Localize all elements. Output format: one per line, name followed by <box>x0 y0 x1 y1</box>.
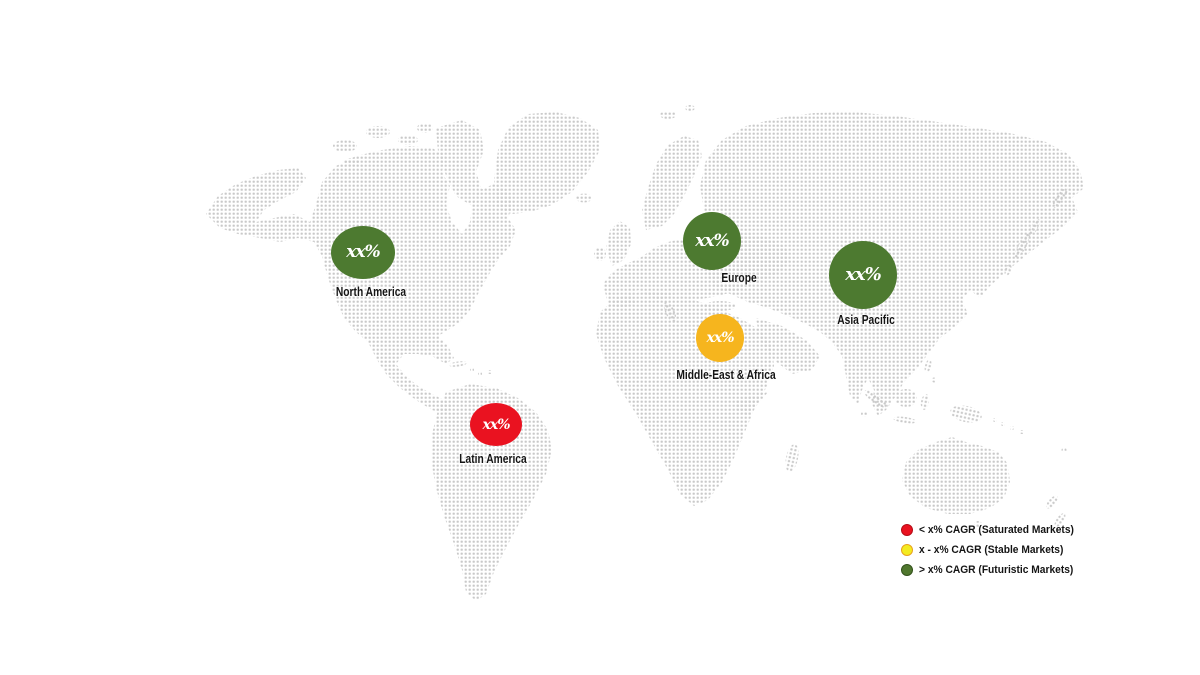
island-sri-lanka <box>861 411 867 417</box>
landmass-australia <box>902 437 1010 514</box>
island-madagascar <box>785 444 799 472</box>
island-japan-2 <box>1028 219 1040 237</box>
region-value-latin-america: xx% <box>482 416 511 433</box>
island-new-caledonia <box>1061 447 1067 453</box>
island-greenland-group <box>494 112 600 214</box>
island-japan-1 <box>1014 233 1030 259</box>
region-bubble-europe: xx% <box>683 212 741 270</box>
region-label-asia-pacific: Asia Pacific <box>837 313 895 327</box>
island-arctic-2 <box>366 126 390 138</box>
region-label-europe: Europe <box>721 271 757 285</box>
island-new-guinea <box>950 405 982 423</box>
island-solomon-1 <box>993 418 997 422</box>
continent-north-america <box>206 120 516 414</box>
region-bubble-latin-america: xx% <box>470 403 522 446</box>
island-solomon-2 <box>1001 422 1005 426</box>
island-caribbean-1 <box>470 368 474 372</box>
legend-item-stable: x - x% CAGR (Stable Markets) <box>901 544 1086 556</box>
region-bubble-asia-pacific: xx% <box>829 241 897 309</box>
region-value-europe: xx% <box>695 230 729 251</box>
legend-label-futuristic: > x% CAGR (Futuristic Markets) <box>919 564 1074 576</box>
region-label-latin-america: Latin America <box>459 452 527 466</box>
landmass-scandinavia <box>642 136 702 230</box>
continent-australia <box>902 437 1067 527</box>
island-arctic-4 <box>344 158 360 166</box>
island-sulawesi <box>920 394 930 410</box>
island-cuba <box>449 361 467 367</box>
region-label-north-america: North America <box>335 285 407 299</box>
island-greenland <box>494 112 600 214</box>
legend-dot-stable-icon <box>901 544 913 556</box>
legend-dot-futuristic-icon <box>901 564 913 576</box>
island-sumatra <box>864 390 888 408</box>
island-iceland <box>576 193 592 203</box>
landmass-north-america <box>206 146 516 414</box>
island-japan-3 <box>1004 264 1012 276</box>
island-solomon-4 <box>1020 430 1024 434</box>
legend-label-stable: x - x% CAGR (Stable Markets) <box>919 544 1064 556</box>
island-java <box>893 416 917 424</box>
legend-label-saturated: < x% CAGR (Saturated Markets) <box>919 524 1074 536</box>
island-new-zealand-north <box>1046 495 1058 509</box>
island-tasmania <box>974 521 982 527</box>
island-borneo <box>895 389 917 407</box>
landmass-south-america <box>431 384 552 601</box>
region-bubble-north-america: xx% <box>331 226 395 279</box>
landmass-arabia <box>756 318 820 374</box>
island-philippines-2 <box>931 377 937 383</box>
region-label-middle-east-africa: Middle-East & Africa <box>676 368 776 382</box>
legend-dot-saturated-icon <box>901 524 913 536</box>
island-arctic-1 <box>333 140 357 152</box>
island-great-britain <box>606 221 631 266</box>
region-value-asia-pacific: xx% <box>845 264 882 285</box>
region-value-north-america: xx% <box>346 242 380 262</box>
island-svalbard-2 <box>685 105 695 111</box>
island-kuril <box>1052 187 1068 209</box>
cagr-legend: < x% CAGR (Saturated Markets) x - x% CAG… <box>901 524 1086 584</box>
island-arctic-3 <box>398 135 418 145</box>
landmass-horn-of-africa <box>736 392 768 416</box>
region-bubble-middle-east-africa: xx% <box>696 314 744 362</box>
island-new-zealand-south <box>1054 513 1066 527</box>
island-philippines-1 <box>924 359 932 373</box>
island-solomon-3 <box>1010 426 1014 430</box>
legend-item-saturated: < x% CAGR (Saturated Markets) <box>901 524 1086 536</box>
region-value-middle-east-africa: xx% <box>706 330 735 346</box>
legend-item-futuristic: > x% CAGR (Futuristic Markets) <box>901 564 1086 576</box>
island-baffin <box>436 120 484 206</box>
island-svalbard-1 <box>660 111 676 119</box>
island-caribbean-2 <box>478 372 482 376</box>
island-ireland <box>594 247 606 261</box>
continent-south-america <box>431 384 552 601</box>
island-arctic-5 <box>417 123 433 133</box>
island-caribbean-3 <box>488 370 492 374</box>
